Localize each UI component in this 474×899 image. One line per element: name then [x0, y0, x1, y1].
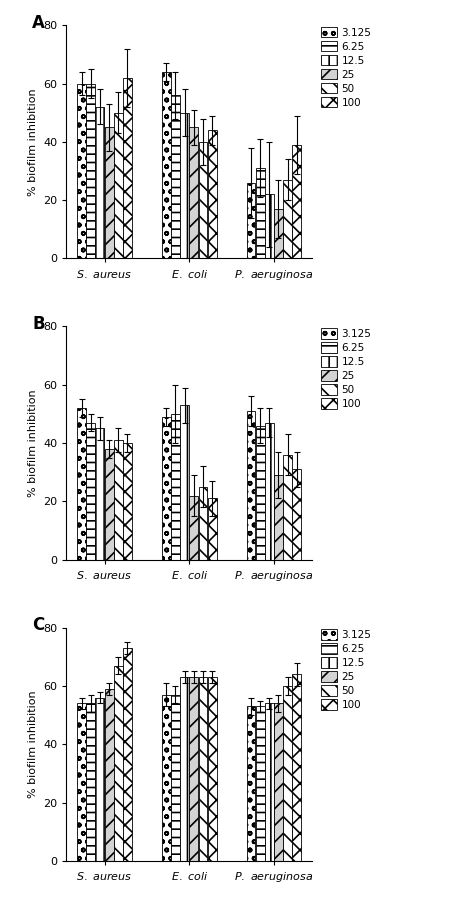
- Bar: [274, 209, 283, 259]
- Bar: [95, 698, 104, 861]
- Bar: [265, 704, 274, 861]
- Bar: [199, 677, 208, 861]
- Bar: [246, 411, 255, 560]
- Bar: [208, 130, 217, 259]
- Bar: [171, 95, 180, 259]
- Bar: [255, 425, 264, 560]
- Text: A: A: [32, 13, 45, 31]
- Legend: 3.125, 6.25, 12.5, 25, 50, 100: 3.125, 6.25, 12.5, 25, 50, 100: [319, 628, 373, 711]
- Text: B: B: [32, 315, 45, 333]
- Bar: [246, 707, 255, 861]
- Bar: [283, 455, 292, 560]
- Bar: [162, 695, 171, 861]
- Bar: [208, 498, 217, 560]
- Bar: [274, 476, 283, 560]
- Bar: [199, 487, 208, 560]
- Bar: [86, 423, 95, 560]
- Bar: [189, 677, 198, 861]
- Bar: [199, 142, 208, 259]
- Bar: [171, 695, 180, 861]
- Bar: [208, 677, 217, 861]
- Bar: [114, 665, 123, 861]
- Bar: [171, 414, 180, 560]
- Bar: [123, 77, 132, 259]
- Legend: 3.125, 6.25, 12.5, 25, 50, 100: 3.125, 6.25, 12.5, 25, 50, 100: [319, 327, 373, 410]
- Bar: [189, 495, 198, 560]
- Bar: [283, 686, 292, 861]
- Bar: [180, 677, 189, 861]
- Y-axis label: % biofilm inhibition: % biofilm inhibition: [27, 389, 38, 497]
- Bar: [189, 128, 198, 259]
- Bar: [77, 704, 86, 861]
- Bar: [86, 84, 95, 259]
- Bar: [283, 180, 292, 259]
- Bar: [292, 469, 301, 560]
- Bar: [162, 72, 171, 259]
- Bar: [255, 707, 264, 861]
- Bar: [86, 704, 95, 861]
- Bar: [95, 429, 104, 560]
- Bar: [292, 145, 301, 259]
- Bar: [162, 417, 171, 560]
- Bar: [105, 689, 114, 861]
- Bar: [123, 648, 132, 861]
- Bar: [265, 194, 274, 259]
- Bar: [274, 704, 283, 861]
- Bar: [123, 443, 132, 560]
- Bar: [246, 182, 255, 259]
- Bar: [265, 423, 274, 560]
- Bar: [292, 674, 301, 861]
- Bar: [255, 168, 264, 259]
- Text: C: C: [32, 616, 44, 634]
- Bar: [114, 441, 123, 560]
- Y-axis label: % biofilm inhibition: % biofilm inhibition: [27, 88, 38, 196]
- Bar: [77, 408, 86, 560]
- Bar: [105, 128, 114, 259]
- Y-axis label: % biofilm inhibition: % biofilm inhibition: [27, 690, 38, 798]
- Bar: [180, 112, 189, 259]
- Bar: [77, 84, 86, 259]
- Bar: [114, 112, 123, 259]
- Bar: [105, 449, 114, 560]
- Bar: [95, 107, 104, 259]
- Legend: 3.125, 6.25, 12.5, 25, 50, 100: 3.125, 6.25, 12.5, 25, 50, 100: [319, 26, 373, 109]
- Bar: [180, 405, 189, 560]
